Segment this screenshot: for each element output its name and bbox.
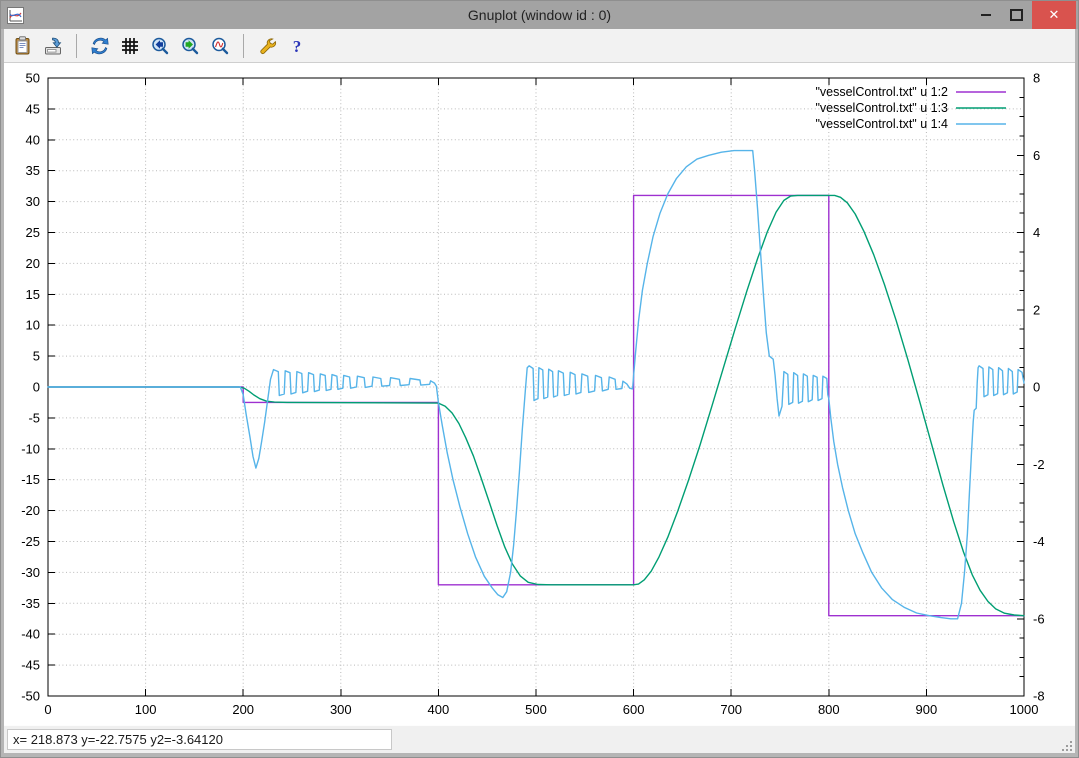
svg-text:-15: -15 xyxy=(21,472,40,487)
svg-text:500: 500 xyxy=(525,702,547,717)
window-title: Gnuplot (window id : 0) xyxy=(1,7,1078,23)
svg-text:-50: -50 xyxy=(21,689,40,704)
svg-text:?: ? xyxy=(293,37,302,56)
legend-label-u1-3: "vesselControl.txt" u 1:3 xyxy=(815,101,948,115)
svg-text:700: 700 xyxy=(720,702,742,717)
toolbar: ? xyxy=(4,29,1075,63)
svg-text:4: 4 xyxy=(1033,225,1040,240)
zoom-autoscale-icon xyxy=(210,36,230,56)
gnuplot-app-icon xyxy=(7,7,24,24)
export-image-button[interactable] xyxy=(40,33,66,59)
svg-text:200: 200 xyxy=(232,702,254,717)
zoom-autoscale-button[interactable] xyxy=(207,33,233,59)
minimize-button[interactable] xyxy=(970,1,1001,29)
plot-canvas[interactable]: 01002003004005006007008009001000-50-45-4… xyxy=(4,63,1075,725)
close-button[interactable]: ✕ xyxy=(1032,1,1076,29)
svg-text:50: 50 xyxy=(26,71,40,86)
gnuplot-window: Gnuplot (window id : 0) ✕ xyxy=(0,0,1079,758)
svg-text:0: 0 xyxy=(44,702,51,717)
svg-text:800: 800 xyxy=(818,702,840,717)
svg-text:2: 2 xyxy=(1033,302,1040,317)
svg-text:5: 5 xyxy=(33,349,40,364)
zoom-previous-icon xyxy=(150,36,170,56)
minimize-icon xyxy=(981,14,991,16)
clipboard-icon xyxy=(13,36,33,56)
resize-grip[interactable] xyxy=(1060,739,1072,751)
statusbar: x= 218.873 y=-22.7575 y2=-3.64120 xyxy=(4,725,1075,753)
grid-icon xyxy=(120,36,140,56)
axis-labels: 01002003004005006007008009001000-50-45-4… xyxy=(21,71,1044,718)
svg-text:-10: -10 xyxy=(21,441,40,456)
svg-text:30: 30 xyxy=(26,194,40,209)
svg-text:8: 8 xyxy=(1033,71,1040,86)
svg-text:600: 600 xyxy=(623,702,645,717)
svg-text:35: 35 xyxy=(26,163,40,178)
maximize-button[interactable] xyxy=(1001,1,1032,29)
svg-text:20: 20 xyxy=(26,256,40,271)
svg-text:25: 25 xyxy=(26,225,40,240)
svg-text:45: 45 xyxy=(26,101,40,116)
window-controls: ✕ xyxy=(970,1,1078,29)
legend-label-u1-4: "vesselControl.txt" u 1:4 xyxy=(815,117,948,131)
export-image-icon xyxy=(43,36,63,56)
legend-label-u1-2: "vesselControl.txt" u 1:2 xyxy=(815,85,948,99)
titlebar: Gnuplot (window id : 0) ✕ xyxy=(1,1,1078,29)
svg-text:900: 900 xyxy=(916,702,938,717)
svg-text:40: 40 xyxy=(26,132,40,147)
svg-text:1000: 1000 xyxy=(1010,702,1039,717)
svg-text:-2: -2 xyxy=(1033,457,1045,472)
svg-text:300: 300 xyxy=(330,702,352,717)
options-wrench-button[interactable] xyxy=(254,33,280,59)
svg-text:-30: -30 xyxy=(21,565,40,580)
refresh-icon xyxy=(90,36,110,56)
refresh-button[interactable] xyxy=(87,33,113,59)
zoom-previous-button[interactable] xyxy=(147,33,173,59)
svg-text:6: 6 xyxy=(1033,148,1040,163)
help-icon: ? xyxy=(287,36,307,56)
toolbar-separator xyxy=(243,34,244,58)
svg-text:10: 10 xyxy=(26,318,40,333)
svg-text:0: 0 xyxy=(1033,380,1040,395)
svg-text:-45: -45 xyxy=(21,658,40,673)
zoom-next-button[interactable] xyxy=(177,33,203,59)
help-button[interactable]: ? xyxy=(284,33,310,59)
copy-clipboard-button[interactable] xyxy=(10,33,36,59)
svg-text:-35: -35 xyxy=(21,596,40,611)
wrench-icon xyxy=(257,36,277,56)
mouse-coordinates-field: x= 218.873 y=-22.7575 y2=-3.64120 xyxy=(7,729,392,750)
svg-text:15: 15 xyxy=(26,287,40,302)
toolbar-separator xyxy=(76,34,77,58)
grid-toggle-button[interactable] xyxy=(117,33,143,59)
svg-text:400: 400 xyxy=(428,702,450,717)
svg-text:100: 100 xyxy=(135,702,157,717)
maximize-icon xyxy=(1010,9,1023,21)
svg-text:-40: -40 xyxy=(21,627,40,642)
svg-text:-20: -20 xyxy=(21,503,40,518)
svg-text:-25: -25 xyxy=(21,534,40,549)
mouse-coordinates-text: x= 218.873 y=-22.7575 y2=-3.64120 xyxy=(13,732,223,747)
zoom-next-icon xyxy=(180,36,200,56)
svg-text:-4: -4 xyxy=(1033,534,1045,549)
svg-text:-5: -5 xyxy=(28,410,40,425)
svg-text:-6: -6 xyxy=(1033,611,1045,626)
svg-text:0: 0 xyxy=(33,380,40,395)
legend: "vesselControl.txt" u 1:2 "vesselControl.… xyxy=(815,85,1006,131)
plot-svg[interactable]: 01002003004005006007008009001000-50-45-4… xyxy=(4,63,1075,725)
svg-text:-8: -8 xyxy=(1033,689,1045,704)
